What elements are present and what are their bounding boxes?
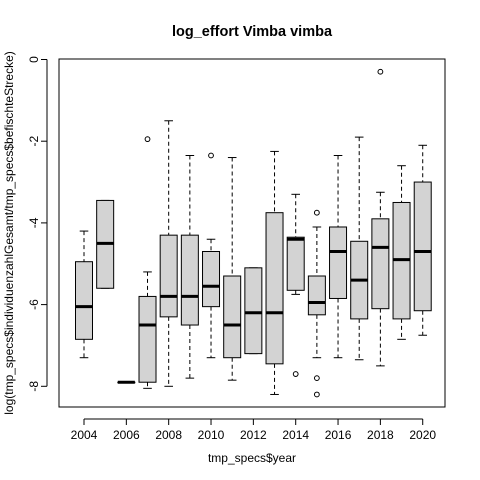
x-tick-label: 2008 [155, 428, 182, 442]
box-2009 [180, 234, 199, 326]
box-2007 [138, 295, 157, 383]
outlier-point [208, 152, 214, 159]
x-tick-label: 2020 [409, 428, 436, 442]
box-2010 [202, 250, 221, 308]
outlier-point [144, 136, 151, 143]
outlier-point [377, 68, 384, 75]
box-2004 [75, 261, 93, 340]
y-tick-label: -8 [27, 381, 41, 392]
x-tick-label: 2004 [71, 428, 98, 442]
outlier-point [313, 391, 320, 398]
box-2013 [265, 212, 284, 365]
box-2020 [413, 181, 432, 312]
x-tick-label: 2016 [325, 428, 352, 442]
x-tick-label: 2014 [282, 428, 309, 442]
plot-frame [58, 58, 446, 408]
x-tick-label: 2012 [240, 428, 267, 442]
box-2016 [329, 226, 348, 299]
y-tick-label: -6 [27, 299, 41, 310]
box-2014 [286, 236, 305, 291]
box-2011 [223, 275, 242, 359]
chart-title: log_effort Vimba vimba [172, 24, 333, 40]
box-2012 [244, 267, 263, 355]
x-tick-label: 2010 [198, 428, 225, 442]
box-2015 [307, 275, 326, 316]
y-axis-label: log(tmp_specs$individuenzahlGesamt/tmp_s… [2, 51, 16, 415]
y-tick-label: 0 [27, 56, 41, 63]
chart-marks: 0 -2 -4 -6 -8 2004 2006 2008 2010 2012 2014 2016 201… [27, 56, 436, 442]
outlier-point [313, 375, 320, 382]
y-tick-label: -2 [27, 136, 41, 147]
y-tick-label: -4 [27, 217, 41, 228]
outlier-point [313, 209, 320, 216]
box-2008 [159, 234, 178, 318]
x-tick-label: 2006 [113, 428, 140, 442]
x-tick-label: 2018 [367, 428, 394, 442]
box-2018 [371, 218, 390, 310]
x-axis-label: tmp_specs$year [208, 451, 296, 465]
outlier-point [292, 371, 299, 377]
